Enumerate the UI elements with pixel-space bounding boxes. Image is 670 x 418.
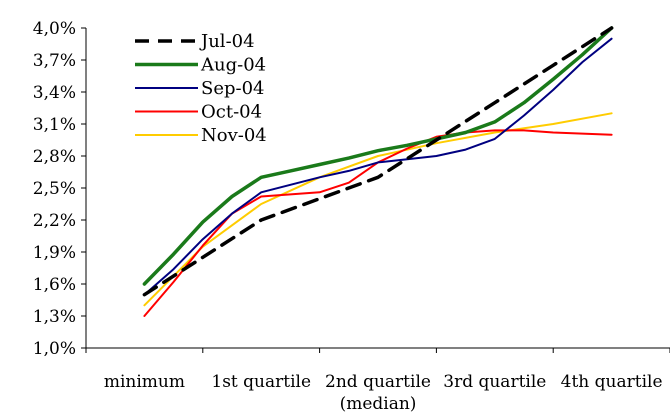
series-line-oct-04 xyxy=(143,129,613,317)
y-tick-label: 1,9% xyxy=(33,243,76,263)
x-tick-label: 2nd quartile (median) xyxy=(325,372,431,414)
x-tick-label: 4th quartile xyxy=(561,372,663,392)
legend-label: Sep-04 xyxy=(201,78,265,99)
y-tick-label: 3,1% xyxy=(33,115,76,135)
x-tick-label: 1st quartile xyxy=(211,372,311,392)
y-tick-label: 1,6% xyxy=(33,275,76,295)
series-line-aug-04 xyxy=(142,26,614,286)
y-tick-label: 2,8% xyxy=(33,147,76,167)
x-ticks: minimum 1st quartile 2nd quartile (median) 3… xyxy=(85,348,670,414)
x-tick-label: minimum xyxy=(104,372,185,392)
axes xyxy=(85,28,670,349)
y-tick-label: 1,3% xyxy=(33,307,76,327)
legend-label: Aug-04 xyxy=(200,55,266,76)
y-tick-label: 2,5% xyxy=(33,179,76,199)
legend-label: Oct-04 xyxy=(201,102,262,123)
legend-label: Jul-04 xyxy=(199,31,255,52)
series-lines xyxy=(142,26,614,317)
x-tick-label: 3rd quartile xyxy=(443,372,546,392)
y-tick-label: 2,2% xyxy=(33,211,76,231)
y-tick-label: 3,7% xyxy=(33,51,76,71)
series-line-jul-04 xyxy=(142,26,614,297)
series-line-sep-04 xyxy=(143,37,613,296)
y-tick-label: 4,0% xyxy=(33,19,76,39)
y-tick-label: 3,4% xyxy=(33,83,76,103)
legend-label: Nov-04 xyxy=(201,125,267,146)
y-tick-label: 1,0% xyxy=(33,339,76,359)
y-ticks: 1,0% 1,3% 1,6% 1,9% 2,2% 2,5% 2,8% 3,1% 3,4% 3,7%… xyxy=(33,19,86,359)
series-line-nov-04 xyxy=(143,112,613,307)
